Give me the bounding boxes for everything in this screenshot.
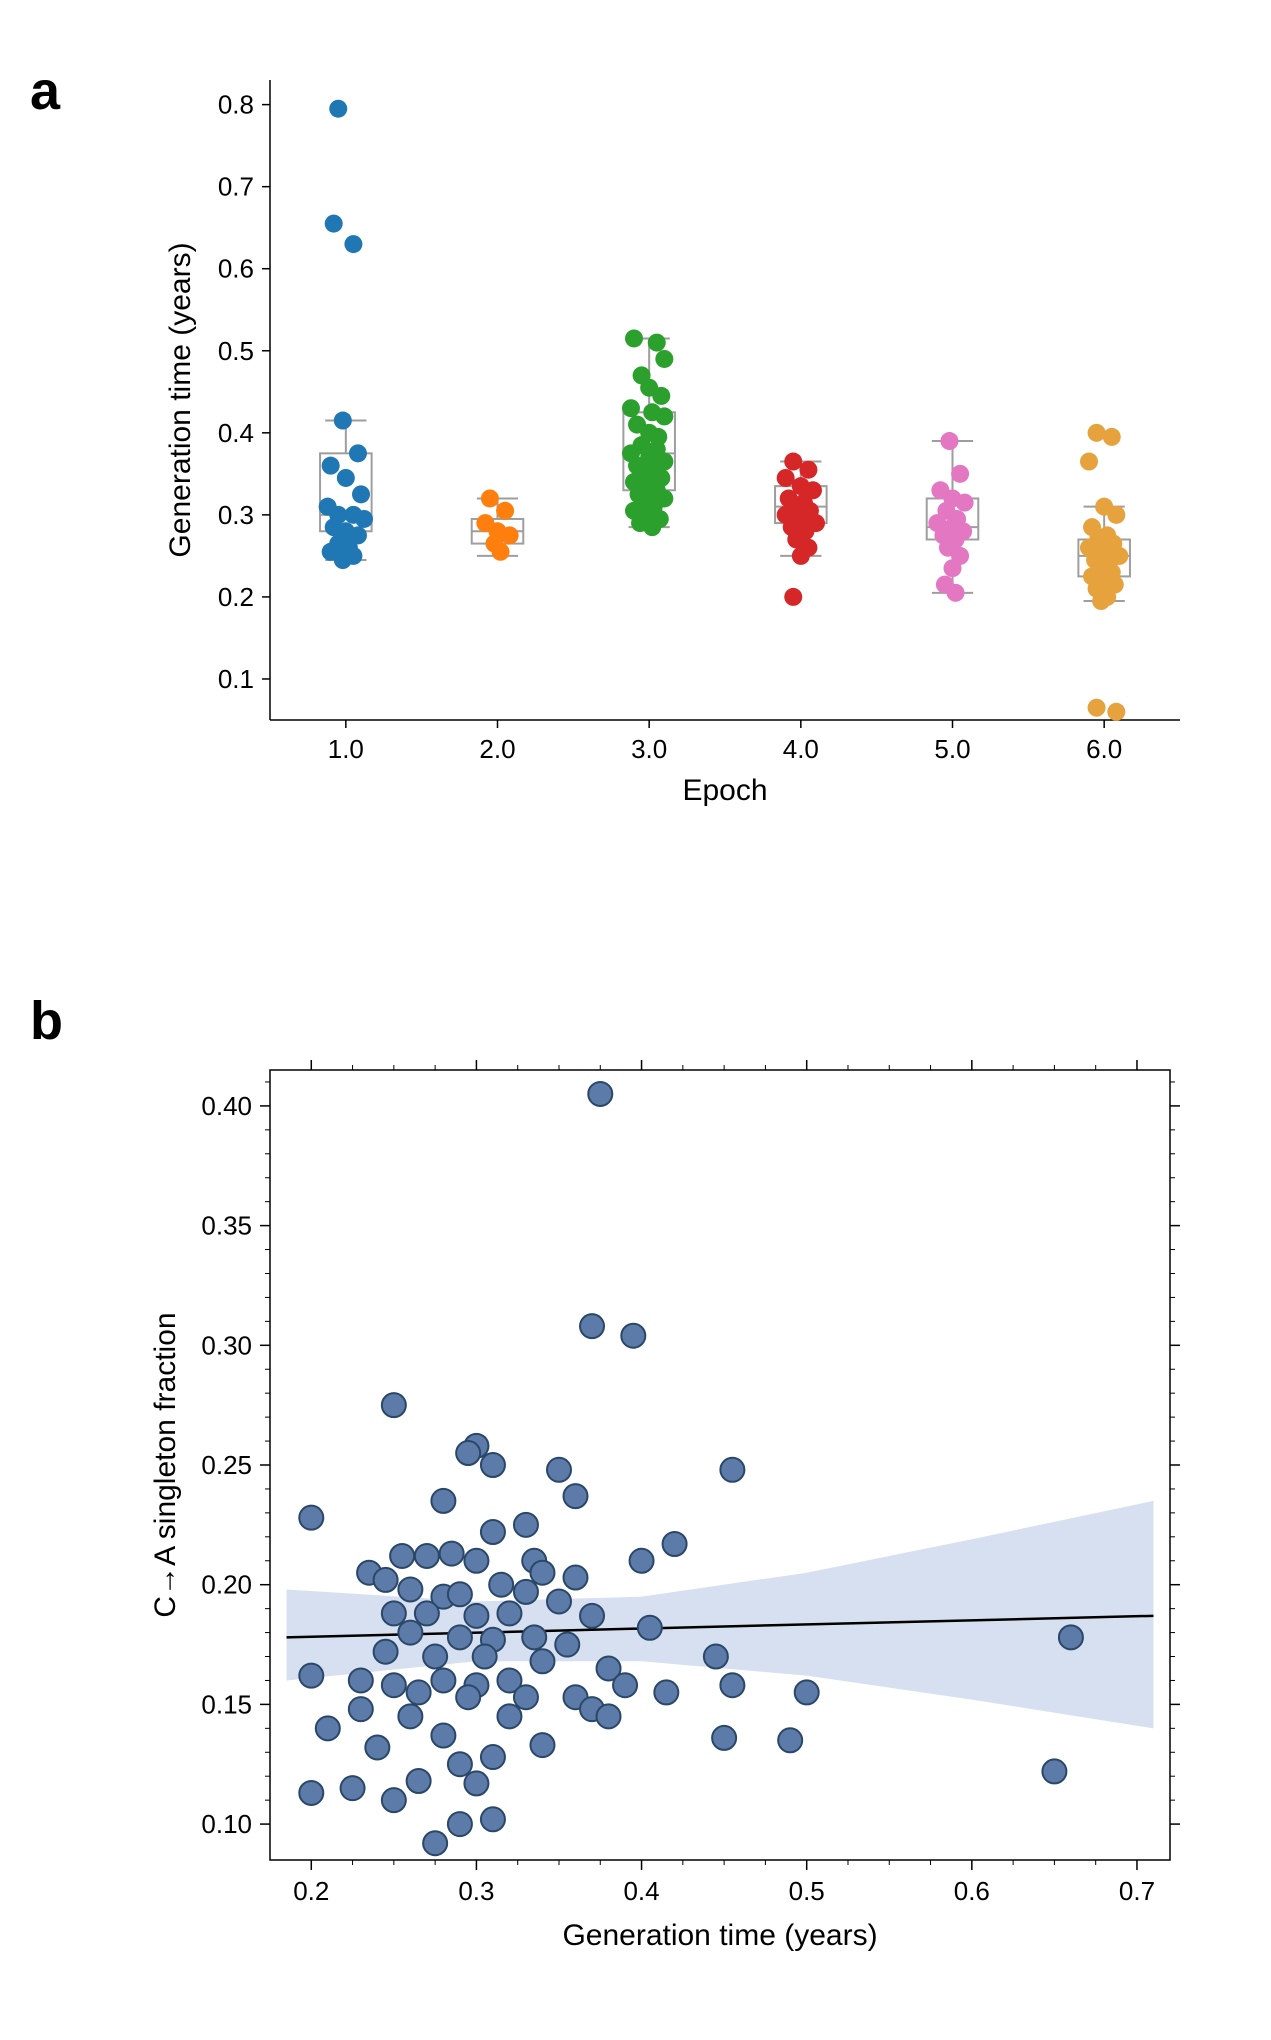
svg-text:0.5: 0.5: [789, 1876, 825, 1906]
panel-b-chart: 0.10 0.15 0.20 0.25 0.30 0.35 0.40 0.2 0.3 0.4 0.5…: [130, 1010, 1230, 2010]
panel-a-chart: 0.1 0.2 0.3 0.4 0.5 0.6 0.7 0.8 1.0 2.0 3.0 4.0 5.0 6…: [150, 30, 1230, 860]
figure-page: a 0.1 0.2 0.3 0.4 0.5 0.6 0.7 0.8 1.0 2.0 3.0 4.0 5.…: [0, 0, 1271, 2040]
svg-text:0.7: 0.7: [218, 172, 254, 202]
svg-text:0.4: 0.4: [218, 418, 254, 448]
svg-text:0.6: 0.6: [954, 1876, 990, 1906]
svg-text:C→A singleton fraction: C→A singleton fraction: [149, 1312, 182, 1617]
svg-text:0.15: 0.15: [201, 1689, 252, 1719]
svg-text:3.0: 3.0: [631, 734, 667, 764]
svg-text:0.3: 0.3: [458, 1876, 494, 1906]
svg-text:5.0: 5.0: [934, 734, 970, 764]
svg-text:2.0: 2.0: [479, 734, 515, 764]
svg-text:0.3: 0.3: [218, 500, 254, 530]
svg-text:0.6: 0.6: [218, 254, 254, 284]
svg-text:Generation time (years): Generation time (years): [562, 1919, 877, 1952]
svg-text:0.30: 0.30: [201, 1330, 252, 1360]
panel-a-label: a: [30, 60, 60, 122]
svg-text:0.25: 0.25: [201, 1450, 252, 1480]
svg-text:0.4: 0.4: [623, 1876, 659, 1906]
svg-text:0.40: 0.40: [201, 1091, 252, 1121]
svg-text:Generation time (years): Generation time (years): [164, 242, 197, 557]
svg-text:4.0: 4.0: [783, 734, 819, 764]
panel-b-label: b: [30, 990, 63, 1052]
svg-text:1.0: 1.0: [328, 734, 364, 764]
svg-text:0.2: 0.2: [293, 1876, 329, 1906]
svg-text:0.20: 0.20: [201, 1570, 252, 1600]
svg-text:0.7: 0.7: [1119, 1876, 1155, 1906]
svg-text:0.35: 0.35: [201, 1211, 252, 1241]
svg-text:6.0: 6.0: [1086, 734, 1122, 764]
svg-text:Epoch: Epoch: [682, 774, 767, 807]
svg-text:0.2: 0.2: [218, 582, 254, 612]
svg-text:0.1: 0.1: [218, 664, 254, 694]
svg-text:0.10: 0.10: [201, 1809, 252, 1839]
svg-text:0.5: 0.5: [218, 336, 254, 366]
svg-text:0.8: 0.8: [218, 90, 254, 120]
